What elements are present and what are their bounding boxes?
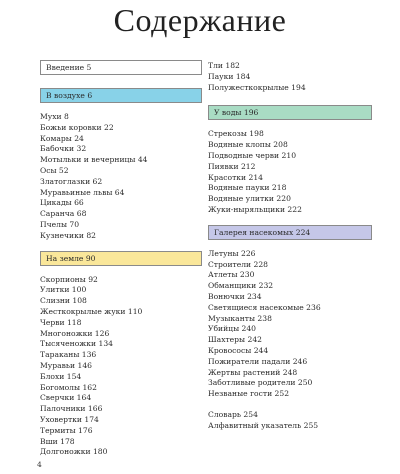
toc-entry[interactable]: Пчелы 70	[40, 219, 80, 229]
toc-entry[interactable]: Кровососы 244	[208, 345, 269, 355]
section-heading-ground[interactable]: На земле 90	[40, 250, 202, 266]
toc-entry[interactable]: Строители 228	[208, 259, 268, 269]
toc-entry[interactable]: Музыканты 238	[208, 313, 272, 323]
toc-entry[interactable]: Пауки 184	[208, 71, 251, 81]
toc-entry[interactable]: Блохи 154	[40, 371, 82, 381]
toc-entry[interactable]: Тысяченожки 134	[40, 339, 114, 349]
toc-entry[interactable]: Подводные черви 210	[208, 150, 297, 160]
toc-entry[interactable]: Словарь 254	[208, 409, 258, 419]
page-title: Содержание	[113, 2, 287, 38]
toc-entry[interactable]: Алфавитный указатель 255	[208, 420, 319, 430]
toc-entry[interactable]: Водяные клопы 208	[208, 140, 288, 150]
toc-left-column: Введение 5 В воздухе 6 Мухи 8 Божьи коро…	[40, 60, 202, 458]
toc-entry[interactable]: Златоглазки 62	[40, 176, 103, 186]
toc-entry[interactable]: Термиты 176	[40, 425, 93, 435]
toc-entry[interactable]: Скорпионы 92	[40, 274, 98, 284]
toc-entry[interactable]: Заботливые родители 250	[208, 378, 313, 388]
toc-entry[interactable]: Бабочки 32	[40, 144, 87, 154]
toc-entry[interactable]: Цикады 66	[40, 198, 84, 208]
toc-list-air: Мухи 8 Божьи коровки 22 Комары 24 Бабочк…	[40, 112, 202, 242]
toc-entry[interactable]: Осы 52	[40, 165, 69, 175]
toc-entry[interactable]: Вши 178	[40, 436, 75, 446]
toc-entry[interactable]: Тли 182	[208, 61, 240, 70]
section-heading-water[interactable]: У воды 196	[208, 105, 372, 121]
toc-list-continued: Тли 182 Пауки 184 Полужесткокрылые 194	[208, 61, 372, 93]
toc-entry[interactable]: Долгоножки 180	[40, 447, 108, 457]
toc-entry[interactable]: Муравьи 146	[40, 360, 93, 370]
toc-entry[interactable]: Светящиеся насекомые 236	[208, 302, 321, 312]
toc-entry[interactable]: Летуны 226	[208, 248, 256, 258]
toc-entry[interactable]: Кузнечики 82	[40, 230, 97, 240]
toc-entry[interactable]: Вонючки 234	[208, 291, 262, 301]
toc-entry[interactable]: Муравьиные львы 64	[40, 187, 125, 197]
toc-entry[interactable]: Убийцы 240	[208, 324, 257, 334]
toc-entry[interactable]: Незваные гости 252	[208, 389, 290, 399]
toc-entry[interactable]: Богомолы 162	[40, 382, 97, 392]
toc-entry[interactable]: Жесткокрылые жуки 110	[40, 306, 143, 316]
toc-entry[interactable]: Стрекозы 198	[208, 129, 264, 139]
toc-list-ground: Скорпионы 92 Улитки 100 Слизни 108 Жестк…	[40, 275, 202, 459]
toc-entry[interactable]: Палочники 166	[40, 404, 103, 414]
toc-entry[interactable]: Сверчки 164	[40, 393, 92, 403]
toc-entry[interactable]: Обманщики 232	[208, 281, 274, 291]
toc-entry[interactable]: Саранча 68	[40, 209, 87, 219]
toc-entry[interactable]: Водяные пауки 218	[208, 183, 287, 193]
toc-right-column: Тли 182 Пауки 184 Полужесткокрылые 194 У…	[208, 60, 372, 432]
toc-entry[interactable]: Черви 118	[40, 317, 82, 327]
toc-entry[interactable]: Жуки-ныряльщики 222	[208, 204, 302, 214]
toc-entry[interactable]: Божьи коровки 22	[40, 122, 114, 132]
section-heading-air[interactable]: В воздухе 6	[40, 88, 202, 103]
toc-entry[interactable]: Пиявки 212	[208, 161, 256, 171]
toc-list-water: Стрекозы 198 Водяные клопы 208 Подводные…	[208, 129, 372, 215]
toc-entry[interactable]: Красотки 214	[208, 172, 264, 182]
toc-entry[interactable]: Полужесткокрылые 194	[208, 82, 306, 92]
toc-entry[interactable]: Пожиратели падали 246	[208, 356, 308, 366]
page-number: 4	[37, 460, 42, 469]
toc-entry[interactable]: Водяные улитки 220	[208, 194, 291, 204]
toc-entry[interactable]: Комары 24	[40, 133, 84, 143]
toc-entry[interactable]: Мотыльки и вечерницы 44	[40, 155, 148, 165]
toc-entry[interactable]: Улитки 100	[40, 285, 87, 295]
toc-entry[interactable]: Тараканы 136	[40, 350, 97, 360]
toc-entry[interactable]: Уховертки 174	[40, 414, 99, 424]
toc-entry[interactable]: Жертвы растений 248	[208, 367, 298, 377]
toc-entry[interactable]: Мухи 8	[40, 112, 69, 121]
toc-list-gallery: Летуны 226 Строители 228 Атлеты 230 Обма…	[208, 249, 372, 400]
toc-entry-intro[interactable]: Введение 5	[40, 60, 202, 75]
toc-entry[interactable]: Слизни 108	[40, 296, 87, 306]
toc-entry[interactable]: Шахтеры 242	[208, 335, 262, 345]
toc-entry[interactable]: Атлеты 230	[208, 270, 255, 280]
section-heading-gallery[interactable]: Галерея насекомых 224	[208, 224, 372, 240]
toc-list-appendix: Словарь 254 Алфавитный указатель 255	[208, 410, 372, 432]
toc-entry[interactable]: Многоножки 126	[40, 328, 110, 338]
